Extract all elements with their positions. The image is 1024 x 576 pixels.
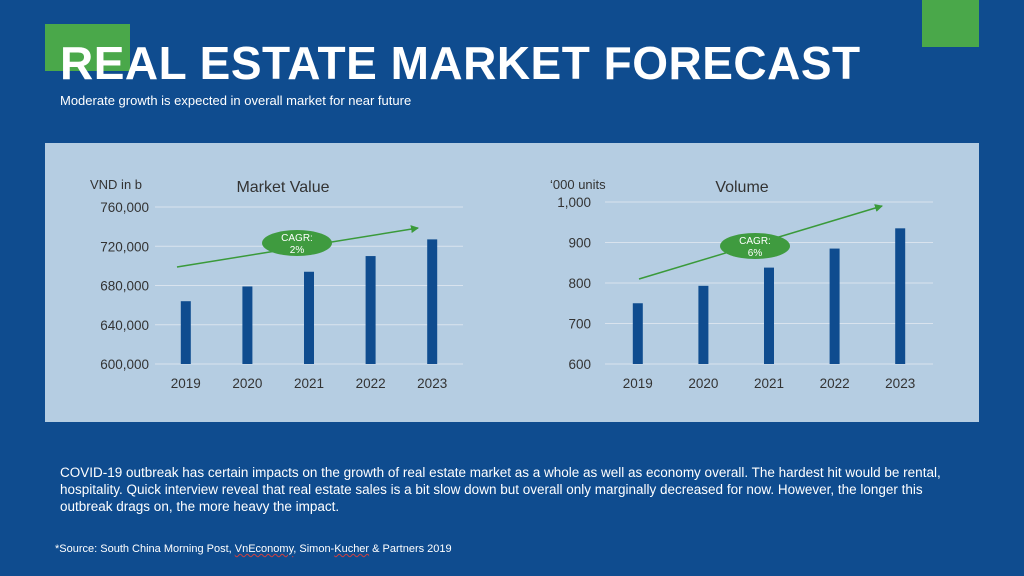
charts-panel: Market Value VND in b 600,000 640,000 680,00…: [45, 143, 979, 422]
y-tick-label: 700: [568, 317, 591, 332]
y-axis-label: VND in b: [90, 177, 142, 192]
page-subtitle: Moderate growth is expected in overall m…: [60, 93, 412, 108]
source-note: *Source: South China Morning Post, VnEco…: [55, 543, 452, 555]
cagr-label: CAGR:: [739, 236, 771, 247]
y-tick-label: 600,000: [100, 357, 149, 372]
cagr-value: 6%: [748, 248, 763, 259]
x-tick-label: 2020: [232, 376, 262, 391]
y-tick-label: 720,000: [100, 239, 149, 254]
commentary-text: COVID-19 outbreak has certain impacts on…: [60, 465, 941, 514]
bar: [180, 301, 191, 364]
y-tick-label: 1,000: [557, 195, 591, 210]
source-kucher: Kucher: [334, 543, 370, 555]
bar: [829, 248, 840, 364]
bar: [242, 286, 253, 364]
y-tick-label: 760,000: [100, 200, 149, 215]
chart-title: Volume: [715, 179, 768, 196]
x-tick-label: 2022: [820, 376, 850, 391]
accent-square-left: [45, 24, 130, 71]
y-axis-label: ‘000 units: [550, 177, 606, 192]
charts-svg: Market Value VND in b 600,000 640,000 680,00…: [90, 177, 933, 391]
x-tick-label: 2023: [417, 376, 447, 391]
source-prefix: *Source: South China Morning Post,: [55, 543, 235, 555]
y-tick-label: 680,000: [100, 279, 149, 294]
source-mid: , Simon-: [293, 543, 335, 555]
cagr-badge: [720, 233, 790, 259]
bar: [698, 285, 709, 364]
page-title: REAL ESTATE MARKET FORECAST: [60, 37, 861, 89]
y-tick-label: 640,000: [100, 318, 149, 333]
source-suffix: & Partners 2019: [369, 543, 452, 555]
x-tick-label: 2019: [623, 376, 653, 391]
bar: [764, 267, 774, 364]
bar: [304, 271, 314, 364]
chart-title: Market Value: [236, 179, 329, 196]
bar: [895, 228, 906, 364]
x-tick-label: 2020: [688, 376, 718, 391]
x-tick-label: 2021: [294, 376, 324, 391]
x-tick-label: 2021: [754, 376, 784, 391]
cagr-label: CAGR:: [281, 233, 313, 244]
bar: [365, 256, 376, 364]
bar: [427, 239, 438, 364]
x-tick-label: 2022: [356, 376, 386, 391]
x-tick-label: 2023: [885, 376, 915, 391]
accent-square-right: [922, 0, 979, 47]
x-tick-label: 2019: [171, 376, 201, 391]
bar: [632, 303, 643, 364]
y-tick-label: 900: [568, 236, 591, 251]
y-tick-label: 800: [568, 276, 591, 291]
y-tick-label: 600: [568, 357, 591, 372]
cagr-badge: [262, 230, 332, 256]
cagr-value: 2%: [290, 245, 305, 256]
source-vneconomy: VnEconomy: [234, 543, 294, 555]
